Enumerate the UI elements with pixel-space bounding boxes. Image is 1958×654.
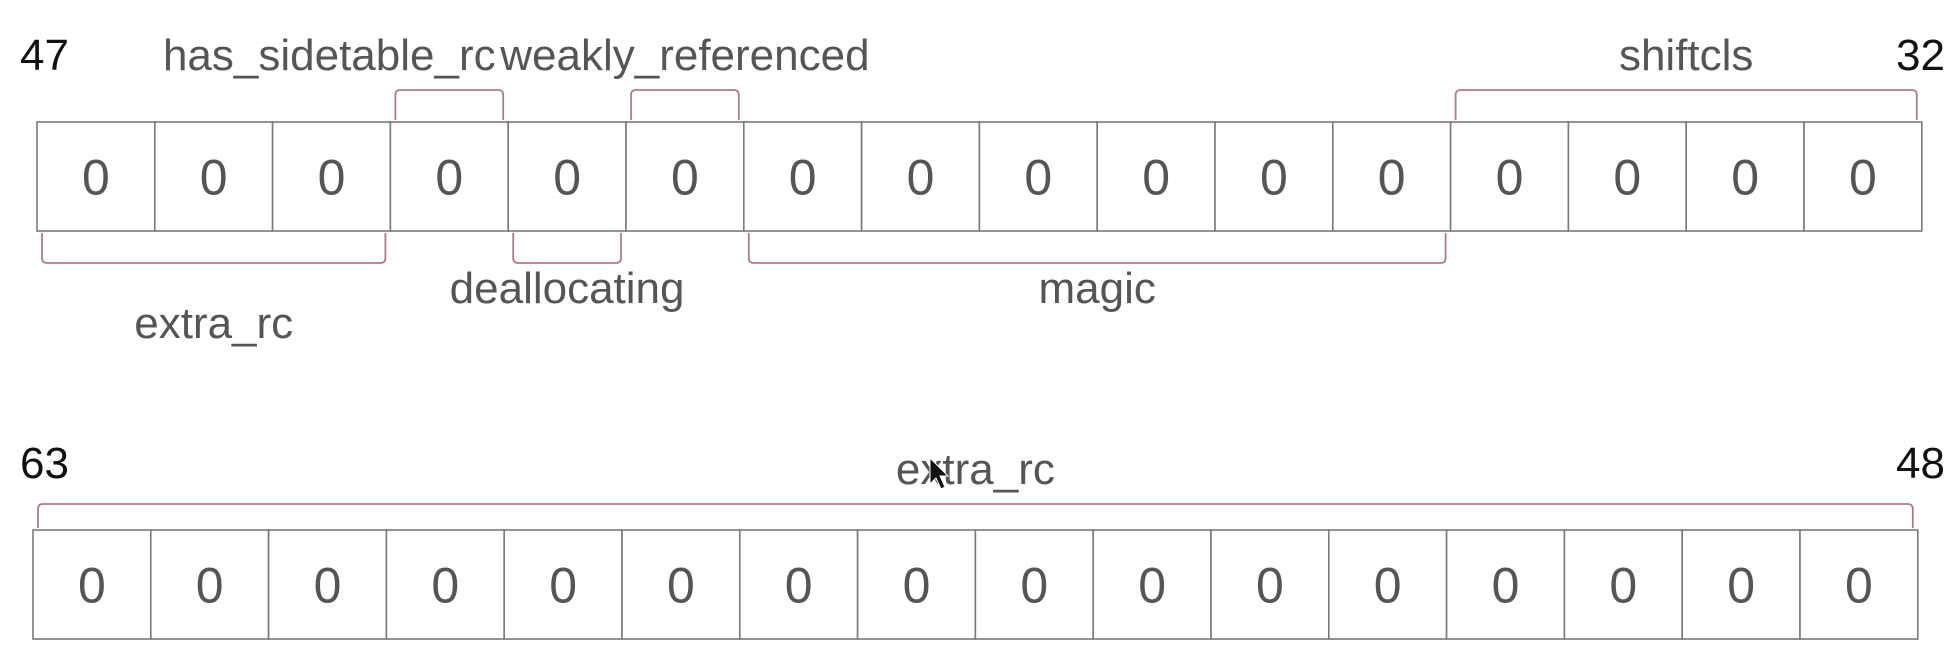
bit-cell: [389, 121, 509, 232]
bit-cell: [271, 121, 392, 232]
bit-value: 0: [671, 150, 699, 206]
bit-value: 0: [1020, 558, 1048, 614]
field-label: extra_rc: [134, 299, 293, 348]
bit-cell: [267, 529, 388, 640]
field-brace: [630, 89, 740, 120]
bit-value: 0: [1613, 150, 1641, 206]
bit-cell: [1332, 121, 1452, 232]
bit-value: 0: [1378, 150, 1406, 206]
bit-index-right: 48: [1896, 439, 1945, 488]
field-brace: [512, 233, 622, 264]
bit-value: 0: [789, 150, 817, 206]
field-brace: [394, 89, 505, 120]
bit-value: 0: [1256, 558, 1284, 614]
bit-cell: [978, 121, 1099, 232]
bit-cell: [738, 529, 859, 640]
bit-value: 0: [435, 150, 463, 206]
bit-value: 0: [667, 558, 695, 614]
bit-value: 0: [553, 150, 581, 206]
bit-cell: [36, 121, 156, 232]
bit-value: 0: [903, 558, 931, 614]
bit-cell: [1328, 529, 1448, 640]
bit-cell: [742, 121, 863, 232]
bit-value: 0: [1845, 558, 1873, 614]
field-label: magic: [1039, 264, 1156, 313]
bit-value: 0: [1024, 150, 1052, 206]
field-brace: [41, 233, 387, 264]
bit-value: 0: [1142, 150, 1170, 206]
field-brace: [1454, 89, 1918, 120]
field-brace: [37, 503, 1914, 528]
bit-value: 0: [785, 558, 813, 614]
bit-value: 0: [907, 150, 935, 206]
bit-cell: [1210, 529, 1330, 640]
bit-cell: [507, 121, 627, 232]
bit-cell: [150, 529, 270, 640]
bit-cell: [1681, 529, 1801, 640]
bit-row-1: 63 48 0 0 0 0 0 0 0 0 0 0 0 0 0 0 0 0 extra_rc: [20, 439, 1945, 640]
bit-index-left: 63: [20, 439, 69, 488]
bit-value: 0: [1731, 150, 1759, 206]
bit-cell: [503, 529, 623, 640]
field-brace: [747, 233, 1447, 264]
bit-cell: [1096, 121, 1216, 232]
bit-value: 0: [1849, 150, 1877, 206]
field-label: weakly_referenced: [499, 31, 869, 80]
field-label: shiftcls: [1619, 31, 1753, 80]
bit-cell: [1803, 121, 1923, 232]
bit-index-left: 47: [20, 31, 69, 80]
bit-value: 0: [318, 150, 346, 206]
bit-value: 0: [431, 558, 459, 614]
bit-cell: [860, 121, 981, 232]
bit-value: 0: [1260, 150, 1288, 206]
bit-cell: [154, 121, 274, 232]
bit-cell: [1445, 529, 1566, 640]
bit-cell: [32, 529, 152, 640]
bit-value: 0: [78, 558, 106, 614]
bit-index-right: 32: [1896, 31, 1945, 80]
bit-value: 0: [1374, 558, 1402, 614]
field-label: has_sidetable_rc: [163, 31, 496, 80]
field-label: extra_rc: [896, 445, 1055, 494]
bit-cell: [1567, 121, 1688, 232]
bit-value: 0: [1138, 558, 1166, 614]
bit-cell: [385, 529, 505, 640]
bit-row-0: 47 32 0 0 0 0 0 0 0 0 0 0 0 0 0 0 0 0 has_sidetable_rc weak…: [20, 31, 1945, 348]
bit-value: 0: [314, 558, 342, 614]
bit-cell: [1799, 529, 1919, 640]
bit-value: 0: [1496, 150, 1524, 206]
bit-cell: [621, 529, 741, 640]
field-label: deallocating: [450, 264, 685, 313]
bit-cell: [974, 529, 1095, 640]
bit-value: 0: [549, 558, 577, 614]
bit-value: 0: [1727, 558, 1755, 614]
bit-value: 0: [1492, 558, 1520, 614]
bit-value: 0: [1609, 558, 1637, 614]
bit-cell: [625, 121, 745, 232]
bit-cell: [1449, 121, 1570, 232]
mouse-pointer-icon: [929, 456, 950, 490]
bit-value: 0: [196, 558, 224, 614]
bit-value: 0: [82, 150, 110, 206]
bit-value: 0: [200, 150, 228, 206]
